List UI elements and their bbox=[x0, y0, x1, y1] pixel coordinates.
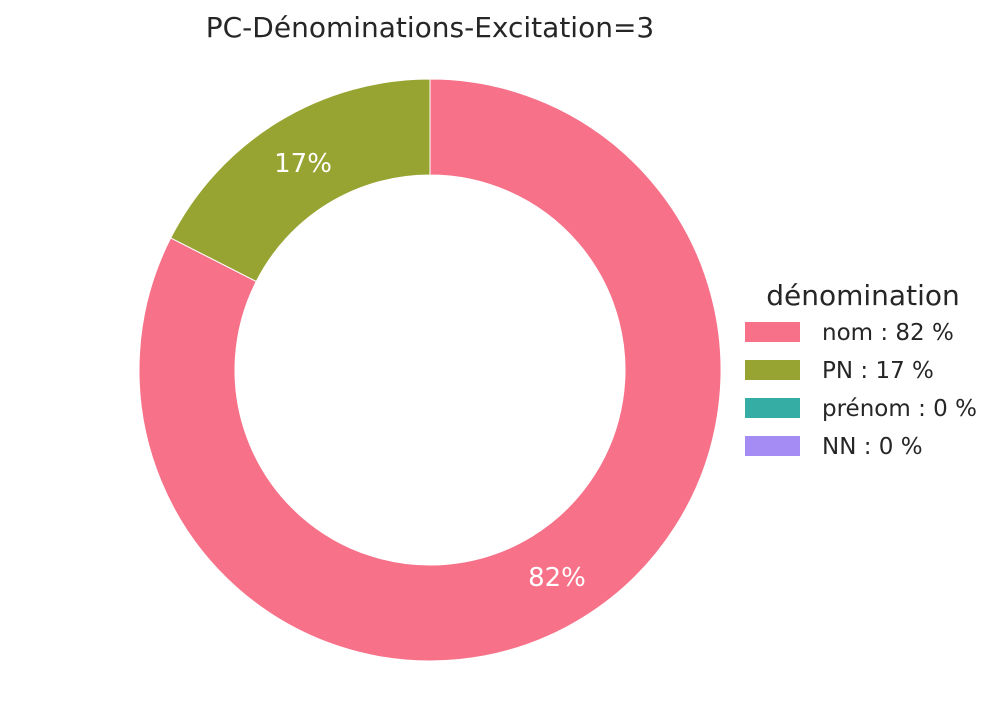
slice-pn bbox=[170, 78, 431, 283]
legend-label-nom: nom : 82 % bbox=[822, 320, 954, 346]
legend-title: dénomination bbox=[766, 279, 959, 312]
slice-nom bbox=[138, 78, 722, 662]
donut-slices bbox=[138, 78, 722, 662]
legend: dénomination nom : 82 % PN : 17 % prénom :… bbox=[745, 279, 977, 460]
legend-swatch-nn bbox=[745, 436, 800, 456]
legend-label-pr-nom: prénom : 0 % bbox=[822, 396, 977, 422]
legend-swatch-nom bbox=[745, 322, 800, 342]
pct-label-nom: 82% bbox=[528, 563, 586, 593]
chart-title: PC-Dénominations-Excitation=3 bbox=[206, 11, 654, 44]
legend-label-pn: PN : 17 % bbox=[822, 358, 934, 384]
legend-swatch-pn bbox=[745, 360, 800, 380]
percentage-labels: 82% 17% bbox=[274, 149, 586, 593]
legend-swatch-pr-nom bbox=[745, 398, 800, 418]
legend-label-nn: NN : 0 % bbox=[822, 434, 923, 460]
pct-label-pn: 17% bbox=[274, 149, 332, 179]
